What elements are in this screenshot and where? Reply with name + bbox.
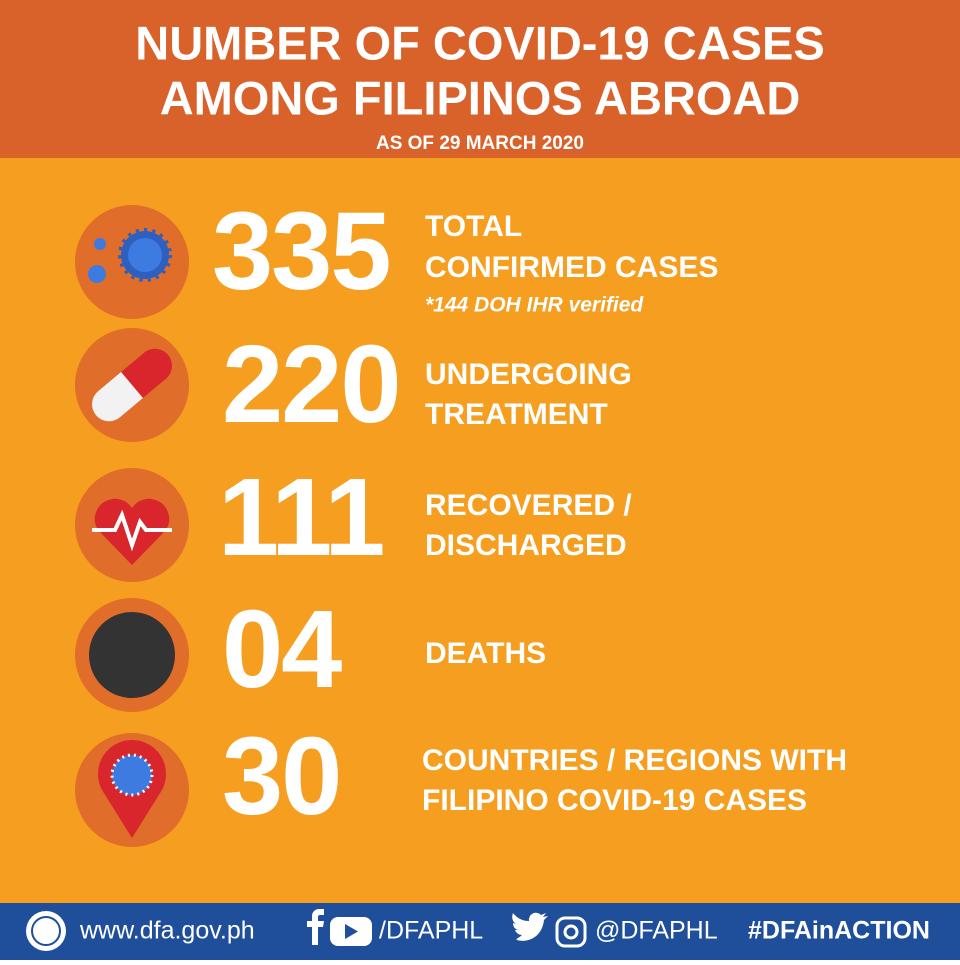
stat-label: TOTAL (425, 210, 522, 243)
icon-virus (75, 205, 189, 319)
handle: /DFAPHL (379, 917, 483, 945)
stat-label: FILIPINO COVID-19 CASES (422, 784, 807, 817)
icon-death (75, 598, 189, 712)
icon-heart (75, 468, 189, 582)
stat-number: 220 (222, 323, 400, 446)
twitter-icon (512, 912, 548, 941)
stat-label: CONFIRMED CASES (425, 251, 718, 284)
icon-pin (75, 733, 189, 847)
instagram-lens (563, 924, 579, 940)
stat-label: UNDERGOING (425, 358, 632, 391)
stat-number: 335 (212, 190, 390, 313)
website: www.dfa.gov.ph (79, 917, 255, 945)
facebook-icon (307, 909, 324, 945)
title-line: AMONG FILIPINOS ABROAD (160, 71, 801, 124)
footer-band (0, 903, 960, 960)
stat-note: *144 DOH IHR verified (425, 294, 644, 317)
icon-pill (75, 328, 189, 442)
youtube-play (345, 924, 358, 939)
instagram-icon (555, 916, 587, 948)
stat-label: COUNTRIES / REGIONS WITH (422, 744, 847, 777)
stat-label: DEATHS (425, 637, 546, 670)
stat-label: TREATMENT (425, 398, 608, 431)
stat-number: 30 (222, 715, 340, 838)
hashtag: #DFAinACTION (748, 917, 930, 945)
subtitle: AS OF 29 MARCH 2020 (376, 133, 584, 154)
title-line: NUMBER OF COVID-19 CASES (135, 16, 824, 69)
stat-label: DISCHARGED (425, 529, 627, 562)
handle: @DFAPHL (595, 917, 718, 945)
seal-ring (31, 916, 61, 946)
stat-number: 04 (222, 588, 342, 711)
stat-number: 111 (218, 456, 383, 579)
stat-label: RECOVERED / (425, 489, 632, 522)
header-band (0, 0, 960, 158)
